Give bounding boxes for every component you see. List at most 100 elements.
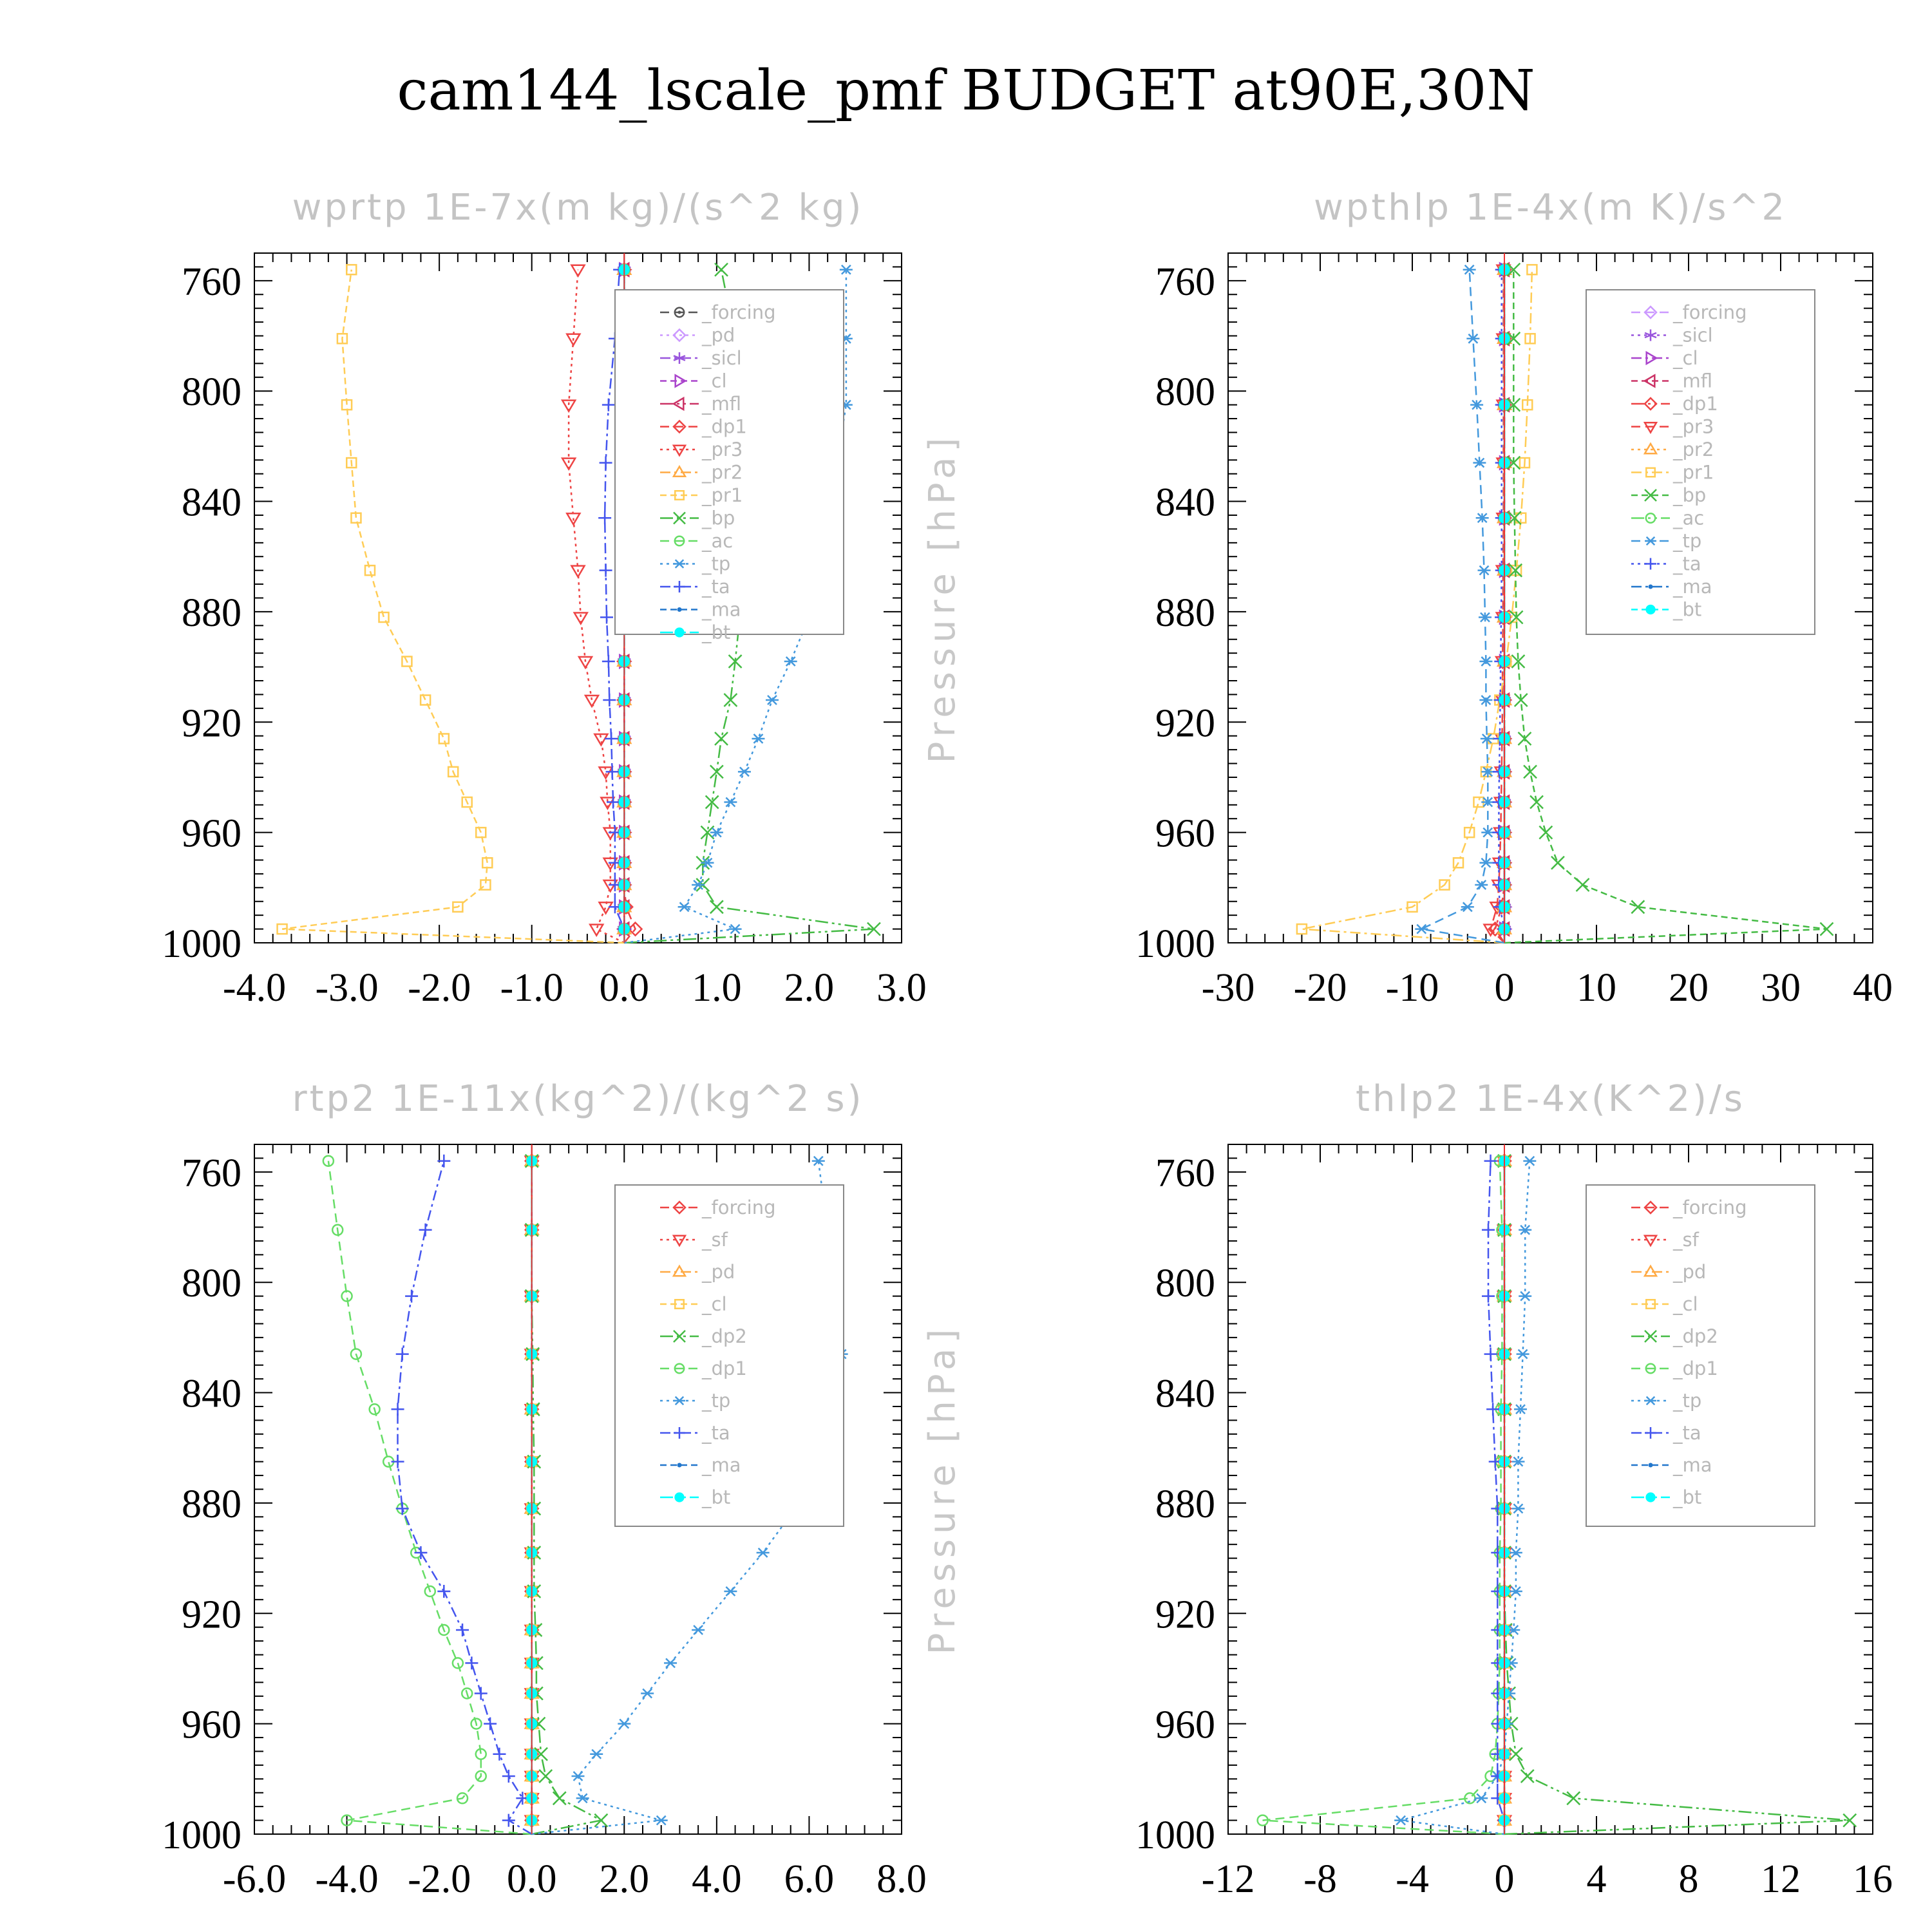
series-dp2 <box>524 1153 609 1835</box>
data-point <box>538 1769 553 1783</box>
data-point <box>452 901 464 913</box>
y-tick-label: 880 <box>182 1482 242 1526</box>
data-point <box>1470 399 1484 410</box>
legend-marker <box>1645 536 1656 546</box>
y-tick-label: 960 <box>1155 812 1215 856</box>
y-tick-label: 1000 <box>1135 1814 1215 1857</box>
data-point <box>424 1585 437 1598</box>
legend-marker <box>1644 489 1657 502</box>
data-point <box>600 797 616 810</box>
data-point <box>341 1814 353 1826</box>
data-point <box>474 1687 488 1700</box>
data-point <box>493 1747 506 1761</box>
data-point <box>1480 734 1493 744</box>
data-point <box>1508 1747 1523 1761</box>
x-tick-label: 10 <box>1577 966 1616 1010</box>
data-point <box>1479 857 1493 868</box>
data-point <box>1514 1404 1528 1415</box>
x-tick-label: 8.0 <box>876 1857 927 1901</box>
data-point <box>1481 1289 1495 1303</box>
data-point <box>1482 923 1499 938</box>
x-tick-label: 2.0 <box>784 966 835 1010</box>
x-tick-label: 2.0 <box>600 1857 650 1901</box>
data-point <box>1506 397 1521 412</box>
data-point <box>577 656 594 670</box>
series-line <box>327 1160 532 1835</box>
data-point <box>766 695 779 705</box>
data-point <box>1526 263 1538 276</box>
y-tick-label: 1000 <box>162 922 242 966</box>
y-tick-label: 880 <box>182 591 242 635</box>
legend-marker <box>1643 397 1658 411</box>
y-tick-label: 760 <box>1155 260 1215 304</box>
legend-label: _mfl <box>701 393 741 415</box>
legend-label: _bp <box>701 507 735 529</box>
data-point <box>714 732 728 746</box>
data-point <box>451 1657 464 1669</box>
plot-panel-1: wpthlp 1E-4x(m K)/s^2 Pressure [hPa] 760 80… <box>922 187 1893 1010</box>
data-point <box>1479 656 1493 667</box>
legend-marker <box>674 1427 685 1439</box>
y-axis-label: Pressure [hPa] <box>922 433 963 764</box>
data-point <box>1481 827 1495 838</box>
data-point <box>1520 1769 1535 1783</box>
legend-marker <box>1644 329 1657 341</box>
y-tick-label: 920 <box>182 1593 242 1636</box>
data-point <box>601 398 615 412</box>
data-point <box>461 796 473 808</box>
y-tick-label: 920 <box>182 701 242 745</box>
legend-label: _tp <box>1672 530 1701 552</box>
series-line <box>1504 269 1827 944</box>
legend-label: _ac <box>1672 507 1704 529</box>
data-point <box>1256 1814 1269 1826</box>
legend-label: _dp2 <box>1672 1325 1718 1347</box>
y-tick-label: 920 <box>1155 701 1215 745</box>
data-point <box>714 262 728 277</box>
data-point <box>1484 1347 1497 1361</box>
data-point <box>598 902 614 915</box>
y-tick-label: 1000 <box>1135 922 1215 966</box>
legend-box <box>1586 289 1815 635</box>
legend: _forcing_sicl_cl_mfl_dp1_pr3_pr2_pr1_bp_… <box>1586 289 1815 635</box>
data-point <box>378 611 390 623</box>
legend-label: _cl <box>701 370 727 392</box>
legend-marker <box>672 328 687 343</box>
legend-label: _cl <box>1672 347 1698 369</box>
series-ta <box>391 1154 533 1835</box>
data-point <box>664 1658 677 1669</box>
data-point <box>1475 1793 1488 1804</box>
legend-marker <box>674 535 685 547</box>
series-line <box>281 269 625 944</box>
legend-marker <box>672 419 687 434</box>
data-point <box>598 511 612 525</box>
series-dp1 <box>1256 1155 1508 1835</box>
legend-marker <box>673 511 686 525</box>
legend-marker <box>1645 1299 1656 1309</box>
data-point <box>1519 1224 1532 1235</box>
legend: _forcing _sf _pd _cl _dp2 _dp1 _tp _ta _ma _bt <box>614 1184 844 1527</box>
data-point <box>728 923 742 934</box>
data-point <box>605 765 619 779</box>
legend-marker <box>1648 1463 1653 1468</box>
x-tick-label: -10 <box>1386 966 1439 1010</box>
data-point <box>601 655 615 668</box>
data-point <box>618 1718 631 1729</box>
legend-marker <box>1645 1363 1656 1374</box>
data-point <box>276 923 288 935</box>
data-point <box>475 1748 487 1761</box>
legend-label: _pr1 <box>1672 462 1714 484</box>
data-point <box>598 766 614 780</box>
data-point <box>456 1623 469 1636</box>
data-point <box>607 795 620 809</box>
data-point <box>1473 457 1486 468</box>
legend-marker <box>677 607 682 612</box>
data-point <box>364 564 376 576</box>
data-point <box>1631 900 1645 914</box>
legend-marker <box>1648 584 1653 589</box>
data-point <box>590 1748 603 1759</box>
series-line <box>1302 269 1533 944</box>
legend-marker <box>1645 1396 1656 1406</box>
series-tp <box>1415 264 1505 944</box>
series-dp1 <box>322 1155 532 1835</box>
legend-marker <box>674 1492 685 1502</box>
